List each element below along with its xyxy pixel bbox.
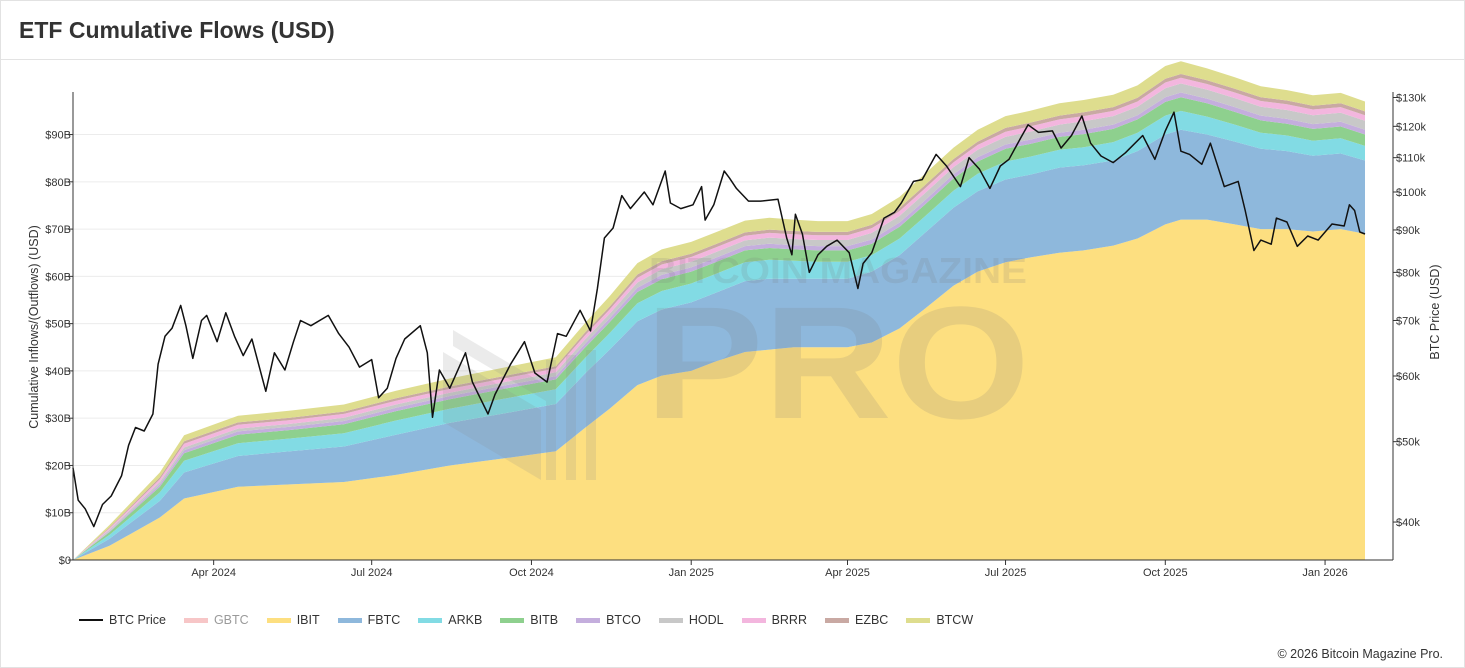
x-tick-label: Apr 2024 <box>191 567 236 579</box>
y-left-tick-label: $60B <box>45 271 71 283</box>
x-tick-label: Jan 2025 <box>669 567 714 579</box>
legend-item-brrr[interactable]: BRRR <box>741 613 807 627</box>
watermark-pro-text: PRO <box>645 273 1030 452</box>
header: ETF Cumulative Flows (USD) <box>1 1 1464 60</box>
price-line-layer[interactable] <box>72 111 1366 528</box>
copyright-text: © 2026 Bitcoin Magazine Pro. <box>1277 647 1443 661</box>
y-axis-right-label: BTC Price (USD) <box>1428 264 1442 359</box>
x-tick-label: Apr 2025 <box>825 567 870 579</box>
legend-label: HODL <box>688 613 724 627</box>
legend-item-bitb[interactable]: BITB <box>500 613 558 627</box>
legend-label: BTCW <box>936 613 974 627</box>
x-tick-label: Jul 2025 <box>985 567 1027 579</box>
y-left-tick-label: $70B <box>45 224 71 236</box>
x-tick-label: Jan 2026 <box>1302 567 1347 579</box>
y-right-tick-label: $110k <box>1396 153 1426 165</box>
watermark: BITCOIN MAGAZINE PRO <box>443 250 1030 480</box>
y-left-tick-label: $50B <box>45 319 71 331</box>
legend-swatch <box>79 619 103 621</box>
y-right-tick-label: $70k <box>1396 315 1420 327</box>
legend-label: BITB <box>530 613 559 627</box>
stacked-area-layer[interactable] <box>73 61 1365 561</box>
legend-item-hodl[interactable]: HODL <box>658 613 724 627</box>
legend-swatch <box>266 617 291 623</box>
legend-swatch <box>418 617 443 623</box>
chart-legend: BTC Price GBTC IBIT FBTC ARKB BITB BTCO HODL BRR… <box>79 613 991 627</box>
legend-label: GBTC <box>213 613 249 627</box>
x-tick-label: Oct 2024 <box>509 567 554 579</box>
legend-swatch <box>906 617 931 623</box>
y-right-tick-label: $80k <box>1396 267 1420 279</box>
watermark-brand-text: BITCOIN MAGAZINE <box>649 250 1027 291</box>
legend-label: EZBC <box>854 613 889 627</box>
legend-item-ibit[interactable]: IBIT <box>266 613 320 627</box>
y-right-tick-label: $60k <box>1396 371 1420 383</box>
legend-swatch <box>576 617 601 623</box>
y-left-tick-label: $80B <box>45 177 71 189</box>
axes-layer: $0 $10B $20B $30B $40B $50B $60B $70B $80B $90B $4… <box>45 92 1426 579</box>
legend-item-ezbc[interactable]: EZBC <box>824 613 889 627</box>
y-right-tick-label: $100k <box>1396 187 1426 199</box>
y-left-tick-label: $0 <box>59 555 71 567</box>
legend-label: BRRR <box>771 613 807 627</box>
etf-flows-chart[interactable]: BITCOIN MAGAZINE PRO $0$10B$20B$30B$40B$… <box>1 60 1464 610</box>
y-left-tick-label: $90B <box>45 130 71 142</box>
legend-item-fbtc[interactable]: FBTC <box>337 613 401 627</box>
legend-label: ARKB <box>448 613 483 627</box>
legend-label: FBTC <box>367 613 401 627</box>
legend-item-btc-price[interactable]: BTC Price <box>79 613 166 627</box>
legend-swatch <box>337 617 362 623</box>
x-tick-label: Oct 2025 <box>1143 567 1188 579</box>
watermark-logo-icon <box>443 330 596 480</box>
legend-swatch <box>658 617 683 623</box>
y-right-tick-label: $120k <box>1396 121 1426 133</box>
y-left-tick-label: $40B <box>45 366 71 378</box>
y-right-tick-label: $130k <box>1396 92 1426 104</box>
btc-price-line[interactable] <box>72 111 1366 528</box>
y-left-tick-label: $20B <box>45 460 71 472</box>
legend-swatch <box>500 617 525 623</box>
y-right-tick-label: $40k <box>1396 517 1420 529</box>
legend-label: BTC Price <box>109 613 166 627</box>
legend-item-btcw[interactable]: BTCW <box>906 613 973 627</box>
y-axis-left-label: Cumulative Inflows/(Outflows) (USD) <box>27 225 41 429</box>
y-left-tick-label: $30B <box>45 413 71 425</box>
page-title: ETF Cumulative Flows (USD) <box>19 17 335 43</box>
legend-label: BTCO <box>606 613 641 627</box>
legend-item-gbtc[interactable]: GBTC <box>183 613 249 627</box>
legend-label: IBIT <box>296 613 320 627</box>
legend-item-btco[interactable]: BTCO <box>576 613 641 627</box>
y-right-tick-label: $90k <box>1396 225 1420 237</box>
legend-item-arkb[interactable]: ARKB <box>418 613 482 627</box>
y-right-tick-label: $50k <box>1396 437 1420 449</box>
x-tick-label: Jul 2024 <box>351 567 393 579</box>
legend-swatch <box>824 617 849 623</box>
legend-swatch <box>183 617 208 623</box>
legend-swatch <box>741 617 766 623</box>
y-left-tick-label: $10B <box>45 508 71 520</box>
area-fbtc[interactable] <box>73 129 1365 561</box>
